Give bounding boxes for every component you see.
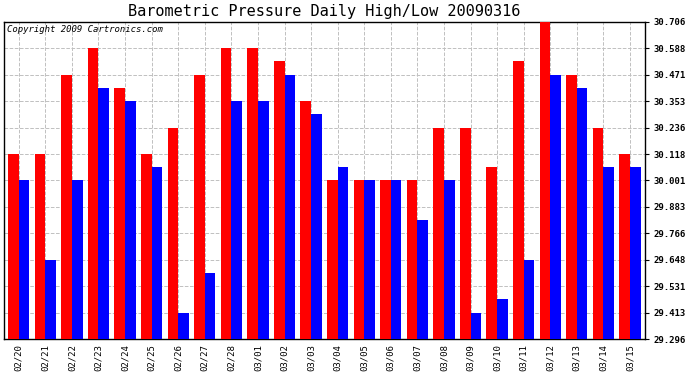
- Bar: [380, 180, 391, 339]
- Bar: [152, 167, 162, 339]
- Bar: [194, 75, 205, 339]
- Bar: [284, 75, 295, 339]
- Bar: [125, 101, 136, 339]
- Bar: [364, 180, 375, 339]
- Bar: [353, 180, 364, 339]
- Bar: [221, 48, 231, 339]
- Bar: [247, 48, 258, 339]
- Bar: [88, 48, 99, 339]
- Bar: [471, 313, 481, 339]
- Bar: [258, 101, 268, 339]
- Bar: [524, 260, 534, 339]
- Bar: [593, 128, 603, 339]
- Bar: [620, 154, 630, 339]
- Bar: [115, 88, 125, 339]
- Bar: [72, 180, 83, 339]
- Bar: [630, 167, 640, 339]
- Bar: [540, 22, 550, 339]
- Bar: [603, 167, 614, 339]
- Bar: [311, 114, 322, 339]
- Bar: [231, 101, 242, 339]
- Bar: [141, 154, 152, 339]
- Bar: [178, 313, 189, 339]
- Bar: [433, 128, 444, 339]
- Bar: [406, 180, 417, 339]
- Bar: [300, 101, 311, 339]
- Bar: [46, 260, 56, 339]
- Bar: [486, 167, 497, 339]
- Bar: [99, 88, 109, 339]
- Bar: [19, 180, 30, 339]
- Bar: [497, 300, 508, 339]
- Bar: [444, 180, 455, 339]
- Bar: [337, 167, 348, 339]
- Bar: [168, 128, 178, 339]
- Title: Barometric Pressure Daily High/Low 20090316: Barometric Pressure Daily High/Low 20090…: [128, 4, 520, 19]
- Bar: [61, 75, 72, 339]
- Bar: [550, 75, 561, 339]
- Bar: [577, 88, 587, 339]
- Bar: [327, 180, 337, 339]
- Bar: [205, 273, 215, 339]
- Bar: [513, 62, 524, 339]
- Text: Copyright 2009 Cartronics.com: Copyright 2009 Cartronics.com: [8, 25, 164, 34]
- Bar: [8, 154, 19, 339]
- Bar: [274, 62, 284, 339]
- Bar: [417, 220, 428, 339]
- Bar: [460, 128, 471, 339]
- Bar: [34, 154, 46, 339]
- Bar: [566, 75, 577, 339]
- Bar: [391, 180, 402, 339]
